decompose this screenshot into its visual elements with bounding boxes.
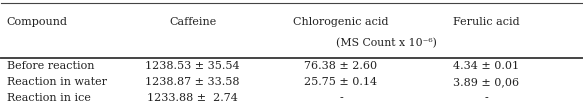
Text: Before reaction: Before reaction — [6, 61, 94, 71]
Text: 1233.88 ±  2.74: 1233.88 ± 2.74 — [147, 93, 238, 103]
Text: Ferulic acid: Ferulic acid — [453, 17, 519, 27]
Text: Chlorogenic acid: Chlorogenic acid — [293, 17, 389, 27]
Text: (MS Count x 10⁻⁶): (MS Count x 10⁻⁶) — [336, 38, 437, 48]
Text: Caffeine: Caffeine — [169, 17, 216, 27]
Text: Reaction in water: Reaction in water — [6, 77, 107, 87]
Text: 76.38 ± 2.60: 76.38 ± 2.60 — [304, 61, 378, 71]
Text: Compound: Compound — [6, 17, 68, 27]
Text: 4.34 ± 0.01: 4.34 ± 0.01 — [453, 61, 519, 71]
Text: 25.75 ± 0.14: 25.75 ± 0.14 — [304, 77, 378, 87]
Text: 1238.53 ± 35.54: 1238.53 ± 35.54 — [145, 61, 240, 71]
Text: -: - — [484, 93, 488, 103]
Text: -: - — [339, 93, 343, 103]
Text: 3.89 ± 0,06: 3.89 ± 0,06 — [453, 77, 519, 87]
Text: Reaction in ice: Reaction in ice — [6, 93, 90, 103]
Text: 1238.87 ± 33.58: 1238.87 ± 33.58 — [145, 77, 240, 87]
